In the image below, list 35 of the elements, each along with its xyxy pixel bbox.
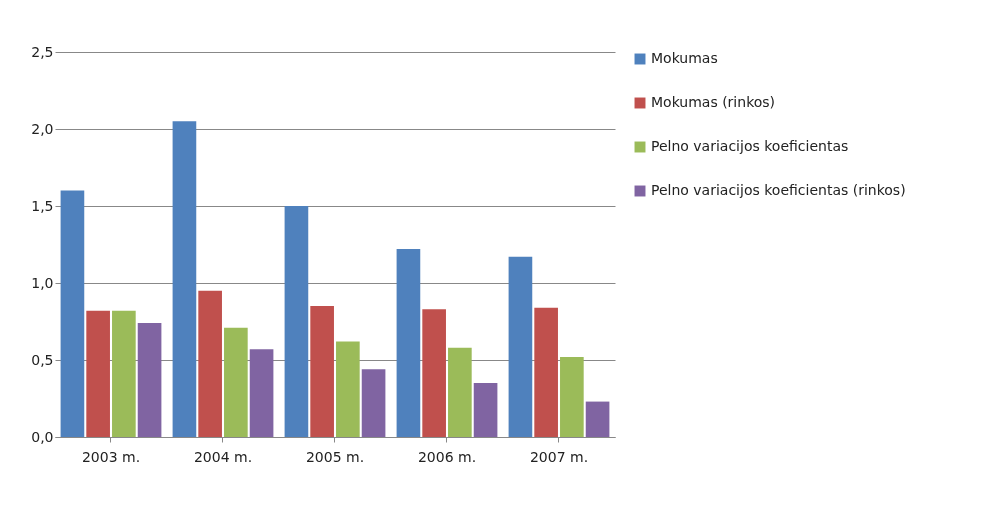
x-tick-label: 2006 m. (417, 448, 477, 465)
bar (86, 310, 110, 437)
y-tick-label: 2,0 (31, 120, 54, 137)
bar (422, 309, 446, 437)
bar (508, 256, 533, 437)
y-tick-label: 0,5 (31, 351, 54, 368)
x-tick-label: 2005 m. (305, 448, 365, 465)
bar (284, 206, 309, 437)
bar (396, 249, 421, 437)
bar (310, 306, 334, 437)
bar (585, 401, 610, 437)
y-tick-label: 1,5 (31, 197, 54, 214)
x-tick-label: 2004 m. (193, 448, 253, 465)
legend-label: Pelno variacijos koeficientas (rinkos) (651, 182, 906, 198)
bar (249, 349, 274, 437)
x-tick-label: 2007 m. (529, 448, 589, 465)
bar (448, 347, 472, 437)
bar (137, 323, 162, 437)
bar (361, 369, 386, 437)
y-tick-label: 2,5 (31, 43, 54, 60)
legend-label: Pelno variacijos koeficientas (651, 138, 849, 154)
y-tick-label: 1,0 (31, 274, 54, 291)
bar (473, 383, 498, 437)
bar (172, 121, 197, 437)
legend-label: Mokumas (651, 50, 718, 66)
bar (560, 356, 584, 437)
bar (198, 290, 222, 437)
bar (336, 341, 360, 437)
bar (224, 327, 248, 437)
y-tick-label: 0,0 (31, 428, 54, 445)
legend-label: Mokumas (rinkos) (651, 94, 776, 110)
x-tick-label: 2003 m. (81, 448, 141, 465)
bar (60, 190, 85, 437)
bar (534, 307, 558, 437)
bar (112, 310, 136, 437)
